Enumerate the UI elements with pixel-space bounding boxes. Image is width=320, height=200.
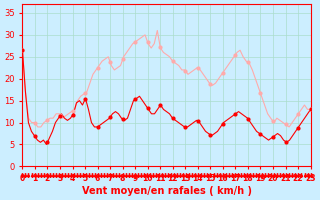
Point: [193, 174, 198, 177]
Point: [41, 174, 46, 177]
Point: [132, 174, 137, 177]
Point: [290, 174, 295, 177]
Point: [50, 174, 55, 177]
Point: [68, 174, 74, 177]
Point: [308, 174, 313, 177]
Point: [75, 174, 80, 177]
Point: [250, 174, 255, 177]
Point: [120, 174, 125, 177]
Point: [299, 174, 304, 177]
Point: [108, 174, 113, 177]
Point: [32, 174, 37, 177]
Point: [202, 174, 207, 177]
Point: [53, 174, 58, 177]
X-axis label: Vent moyen/en rafales ( km/h ): Vent moyen/en rafales ( km/h ): [82, 186, 252, 196]
Point: [187, 174, 192, 177]
Point: [296, 174, 301, 177]
Point: [147, 174, 152, 177]
Point: [81, 174, 86, 177]
Point: [175, 174, 180, 177]
Point: [226, 174, 231, 177]
Point: [260, 174, 265, 177]
Point: [232, 174, 237, 177]
Point: [238, 174, 244, 177]
Point: [96, 174, 101, 177]
Point: [59, 174, 64, 177]
Point: [253, 174, 259, 177]
Point: [205, 174, 210, 177]
Point: [241, 174, 246, 177]
Point: [126, 174, 131, 177]
Point: [163, 174, 168, 177]
Point: [26, 174, 31, 177]
Point: [138, 174, 143, 177]
Point: [180, 174, 186, 177]
Point: [44, 174, 49, 177]
Point: [172, 174, 177, 177]
Point: [190, 174, 195, 177]
Point: [165, 174, 171, 177]
Point: [268, 174, 274, 177]
Point: [223, 174, 228, 177]
Point: [211, 174, 216, 177]
Point: [38, 174, 43, 177]
Point: [99, 174, 104, 177]
Point: [199, 174, 204, 177]
Point: [93, 174, 98, 177]
Point: [150, 174, 156, 177]
Point: [56, 174, 61, 177]
Point: [208, 174, 213, 177]
Point: [169, 174, 174, 177]
Point: [302, 174, 307, 177]
Point: [141, 174, 146, 177]
Point: [229, 174, 234, 177]
Point: [135, 174, 140, 177]
Point: [77, 174, 83, 177]
Point: [305, 174, 310, 177]
Point: [266, 174, 271, 177]
Point: [144, 174, 149, 177]
Point: [90, 174, 95, 177]
Point: [178, 174, 183, 177]
Point: [114, 174, 119, 177]
Point: [84, 174, 89, 177]
Point: [287, 174, 292, 177]
Point: [217, 174, 222, 177]
Point: [220, 174, 225, 177]
Point: [123, 174, 128, 177]
Point: [281, 174, 286, 177]
Point: [129, 174, 134, 177]
Point: [35, 174, 40, 177]
Point: [47, 174, 52, 177]
Point: [196, 174, 201, 177]
Point: [71, 174, 76, 177]
Point: [278, 174, 283, 177]
Point: [62, 174, 68, 177]
Point: [275, 174, 280, 177]
Point: [293, 174, 298, 177]
Point: [87, 174, 92, 177]
Point: [235, 174, 240, 177]
Point: [117, 174, 122, 177]
Point: [184, 174, 189, 177]
Point: [256, 174, 261, 177]
Point: [247, 174, 252, 177]
Point: [262, 174, 268, 177]
Point: [159, 174, 164, 177]
Point: [111, 174, 116, 177]
Point: [29, 174, 34, 177]
Point: [284, 174, 289, 177]
Point: [156, 174, 162, 177]
Point: [272, 174, 277, 177]
Point: [23, 174, 28, 177]
Point: [102, 174, 107, 177]
Point: [105, 174, 110, 177]
Point: [244, 174, 250, 177]
Point: [153, 174, 158, 177]
Point: [65, 174, 70, 177]
Point: [20, 174, 25, 177]
Point: [214, 174, 219, 177]
